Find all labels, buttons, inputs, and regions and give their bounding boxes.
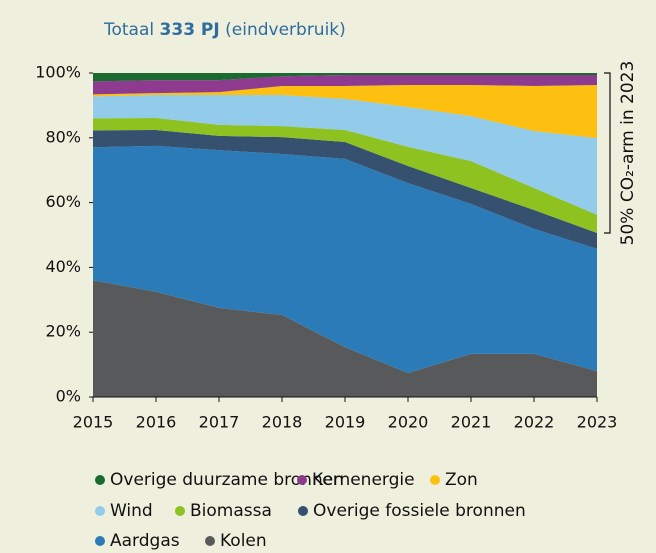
legend-marker — [430, 475, 440, 485]
title-prefix: Totaal — [103, 20, 154, 40]
area — [93, 130, 597, 249]
legend-marker — [297, 475, 307, 485]
y-tick-label: 60% — [45, 192, 81, 211]
legend-label: Zon — [445, 470, 478, 490]
legend-marker — [95, 475, 105, 485]
bracket — [604, 72, 611, 234]
title-bold: 333 PJ — [160, 20, 220, 40]
legend-marker — [95, 506, 105, 516]
area — [93, 118, 597, 234]
x-tick-label: 2018 — [262, 413, 303, 432]
x-tick-label: 2019 — [325, 413, 366, 432]
title-suffix: (eindverbruik) — [225, 20, 346, 40]
y-tick-label: 0% — [56, 387, 81, 406]
legend-label: Kolen — [220, 531, 267, 551]
x-tick-label: 2016 — [136, 413, 177, 432]
area — [93, 84, 597, 139]
legend-marker — [175, 506, 185, 516]
legend-marker — [95, 536, 105, 546]
x-tick-label: 2023 — [577, 413, 618, 432]
y-tick-label: 40% — [45, 257, 81, 276]
area — [93, 95, 597, 215]
legend-label: Kernenergie — [312, 470, 415, 490]
chart-title: Totaal 333 PJ (eindverbruik) — [103, 20, 346, 40]
legend-label: Aardgas — [110, 531, 180, 551]
area — [93, 73, 597, 82]
area — [93, 280, 597, 397]
legend-label: Biomassa — [190, 501, 272, 521]
area — [93, 74, 597, 95]
x-tick-label: 2017 — [199, 413, 240, 432]
legend-marker — [205, 536, 215, 546]
y-tick-label: 80% — [45, 127, 81, 146]
x-tick-label: 2015 — [73, 413, 114, 432]
legend-marker — [298, 506, 308, 516]
legend-label: Overige fossiele bronnen — [313, 501, 526, 521]
annotation: 50% CO₂-arm in 2023 — [618, 61, 638, 246]
y-tick-label: 20% — [45, 322, 81, 341]
x-tick-label: 2020 — [388, 413, 429, 432]
area — [93, 145, 597, 374]
x-tick-label: 2022 — [514, 413, 555, 432]
y-tick-label: 100% — [35, 63, 81, 82]
x-tick-label: 2021 — [451, 413, 492, 432]
legend-label: Overige duurzame bronnen — [110, 470, 344, 490]
legend-label: Wind — [110, 501, 153, 521]
